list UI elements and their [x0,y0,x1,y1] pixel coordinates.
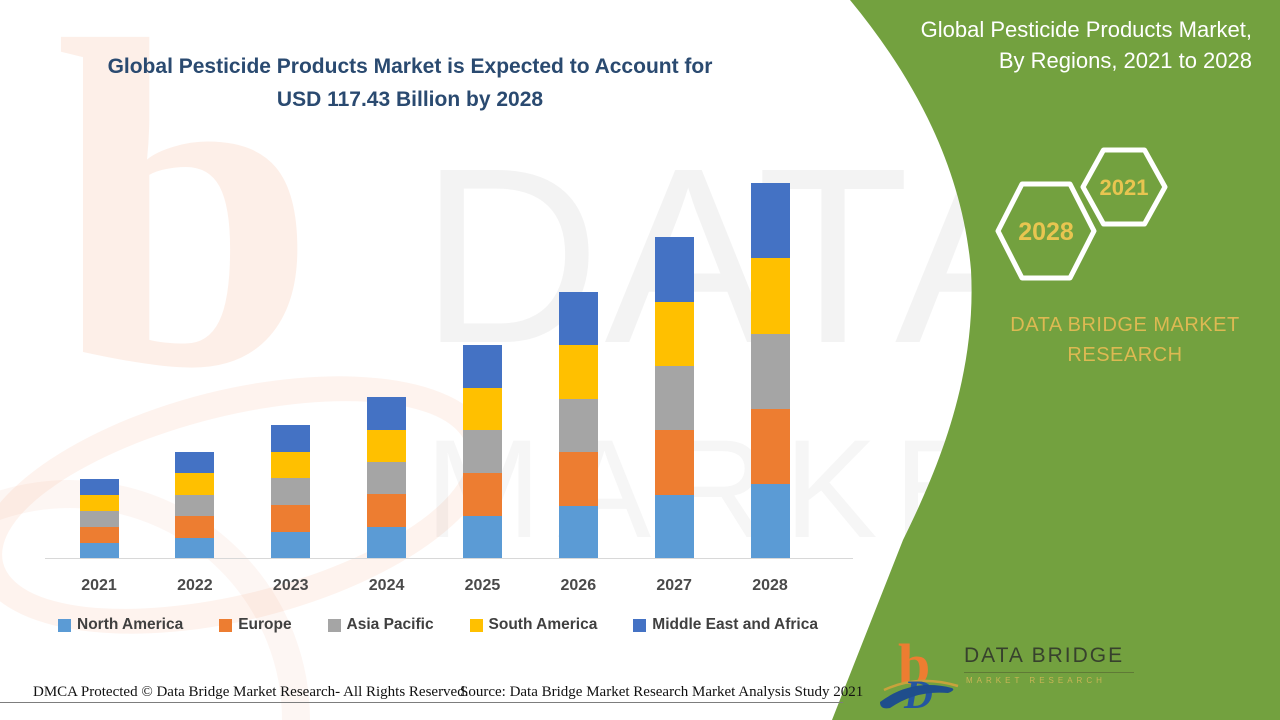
bar-2022-segment-north-america [175,537,215,559]
databridge-logo: b D DATA BRIDGE MARKET RESEARCH [878,626,1138,710]
hexagon-years-graphic: 2028 2021 [995,147,1168,281]
databridge-logo-icon: b D [880,632,959,710]
bar-2027-segment-europe [654,430,694,495]
bar-2028-segment-north-america [750,483,790,559]
bar-2025-segment-middle-east-and-africa [462,344,502,388]
bar-2021-segment-south-america [79,495,119,511]
hexagon-2028 [995,181,1097,281]
x-axis-line [45,558,853,559]
bar-2028-segment-asia-pacific [750,333,790,409]
bar-2024-segment-asia-pacific [367,462,407,495]
hexagon-2021 [1080,147,1168,227]
bar-2021 [79,479,119,559]
bar-2025-segment-europe [462,473,502,517]
bar-2021-segment-middle-east-and-africa [79,479,119,495]
bar-2024-segment-south-america [367,429,407,463]
legend-item-asia-pacific: Asia Pacific [327,616,434,634]
bar-2027-segment-middle-east-and-africa [654,237,694,302]
legend-label: Asia Pacific [346,616,434,633]
x-axis-label-2022: 2022 [177,577,213,594]
legend-item-north-america: North America [58,616,183,634]
bar-2024-segment-middle-east-and-africa [367,397,407,430]
panel-brand-line1: DATA BRIDGE MARKET [1010,314,1240,336]
x-axis-label-2028: 2028 [752,577,788,594]
chart-title-line2: USD 117.43 Billion by 2028 [276,88,544,111]
x-axis-label-2021: 2021 [81,577,117,594]
bar-2027 [654,237,694,559]
panel-heading: Global Pesticide Products Market, By Reg… [920,17,1252,73]
legend-swatch [633,618,647,632]
x-axis-label-2027: 2027 [656,577,692,594]
bar-2023 [271,424,311,559]
bar-2021-segment-north-america [79,543,119,559]
legend-item-south-america: South America [469,616,598,634]
hexagon-2028-label: 2028 [1018,218,1074,246]
legend-item-middle-east-and-africa: Middle East and Africa [633,616,818,634]
chart-title: Global Pesticide Products Market is Expe… [40,50,780,116]
panel-brand-text: DATA BRIDGE MARKET RESEARCH [965,310,1280,370]
bar-2027-segment-asia-pacific [654,366,694,431]
bar-2026-segment-europe [558,452,598,506]
bar-2026-segment-middle-east-and-africa [558,291,598,346]
legend-item-europe: Europe [219,616,292,634]
bar-2026 [558,291,598,559]
bar-2026-segment-north-america [558,505,598,559]
bar-2023-segment-south-america [271,451,311,479]
bar-2022-segment-europe [175,516,215,538]
bar-2027-segment-north-america [654,494,694,559]
x-axis-labels: 2021 2022 2023 2024 2025 2026 2027 2028 [45,577,855,599]
bar-2025-segment-north-america [462,516,502,559]
bar-2028 [750,183,790,559]
bar-2024-segment-europe [367,494,407,527]
footer-dmca-text: DMCA Protected © Data Bridge Market Rese… [33,684,469,700]
bar-2024 [367,397,407,559]
bar-2028-segment-south-america [750,258,790,334]
bar-2028-segment-middle-east-and-africa [750,183,790,259]
bar-2023-segment-north-america [271,532,311,559]
legend-label: North America [77,616,184,633]
bar-2025 [462,344,502,559]
legend-swatch [469,618,483,632]
bar-2026-segment-south-america [558,345,598,399]
legend-label: Middle East and Africa [652,616,818,633]
legend-label: South America [488,616,598,633]
bar-2023-segment-middle-east-and-africa [271,424,311,452]
logo-wordmark: DATA BRIDGE [964,644,1134,673]
x-axis-label-2024: 2024 [368,577,405,594]
bar-2025-segment-south-america [462,387,502,431]
bar-2023-segment-asia-pacific [271,478,311,506]
footer-divider [0,702,843,703]
chart-title-line1: Global Pesticide Products Market is Expe… [107,55,713,78]
legend-swatch [58,618,71,632]
legend-label: Europe [238,616,292,633]
bar-2022-segment-middle-east-and-africa [175,451,215,474]
bar-chart [45,139,855,559]
bar-2021-segment-europe [79,527,119,543]
x-axis-label-2025: 2025 [464,577,501,594]
logo-subtitle: MARKET RESEARCH [966,676,1106,685]
bar-2022-segment-south-america [175,473,215,495]
bar-2026-segment-asia-pacific [558,398,598,453]
bar-2025-segment-asia-pacific [462,430,502,474]
x-axis-label-2023: 2023 [272,577,309,594]
bar-2022 [175,451,215,559]
bar-2028-segment-europe [750,408,790,484]
bar-2023-segment-europe [271,505,311,533]
legend-swatch [327,618,341,632]
chart-legend: North America Europe Asia Pacific South Ame… [58,616,818,634]
bar-2021-segment-asia-pacific [79,511,119,527]
hexagon-2021-label: 2021 [1100,175,1149,200]
legend-swatch [219,618,233,632]
bar-2022-segment-asia-pacific [175,494,215,517]
bar-2024-segment-north-america [367,526,407,559]
footer-source-text: Source: Data Bridge Market Research Mark… [460,684,864,700]
bar-2027-segment-south-america [654,301,694,367]
x-axis-label-2026: 2026 [560,577,597,594]
panel-brand-line2: RESEARCH [1067,344,1183,366]
